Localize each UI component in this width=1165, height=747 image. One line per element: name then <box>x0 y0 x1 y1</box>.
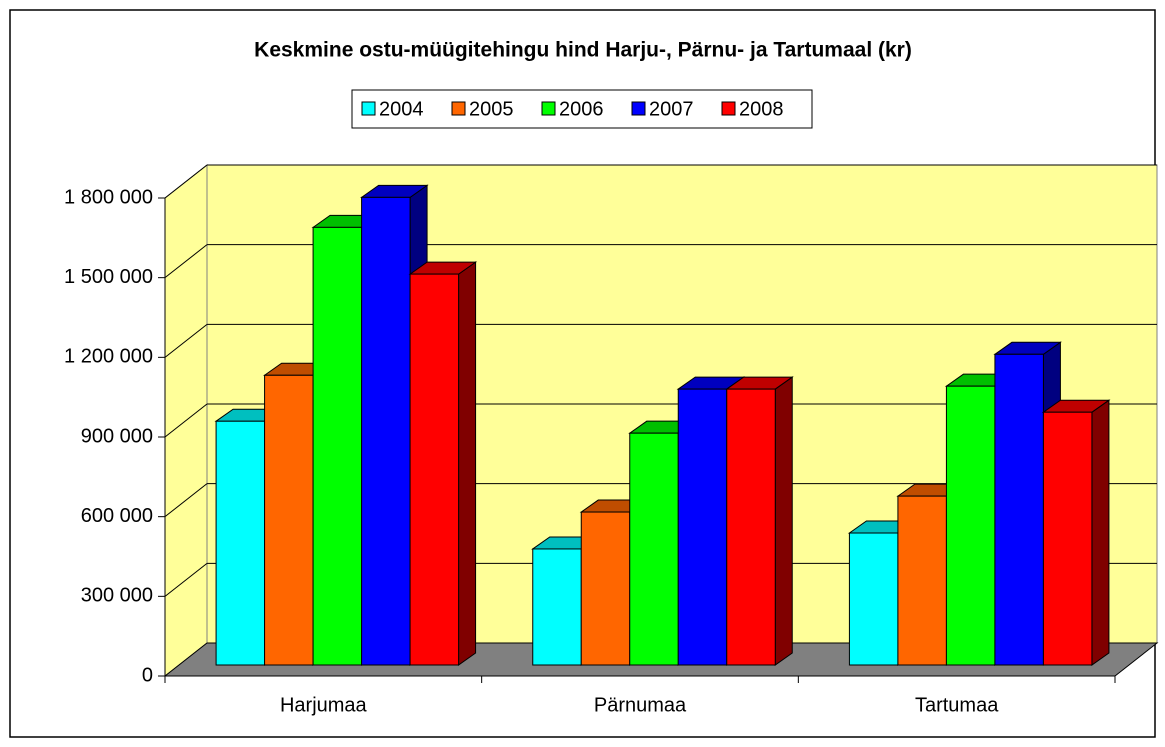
grid-line-side <box>164 403 208 438</box>
grid-line-side <box>164 483 208 518</box>
y-tick-label: 300 000 <box>81 585 153 607</box>
bar <box>994 353 1044 666</box>
legend-swatch <box>721 101 736 116</box>
legend-swatch <box>451 101 466 116</box>
legend-swatch <box>541 101 556 116</box>
bar-side <box>1091 399 1110 666</box>
bar <box>409 273 460 666</box>
bar <box>312 226 363 666</box>
y-tick-label: 1 500 000 <box>64 266 153 288</box>
legend-label: 2007 <box>649 98 694 120</box>
bar <box>1042 411 1093 666</box>
grid-line-side <box>164 164 208 199</box>
bar <box>897 495 947 666</box>
y-tick-label: 900 000 <box>81 425 153 447</box>
legend-label: 2008 <box>739 98 784 120</box>
grid-line-side <box>164 244 208 279</box>
bar <box>532 548 582 666</box>
bar <box>264 374 314 666</box>
bar-side <box>774 376 793 666</box>
bar <box>945 385 996 666</box>
bar <box>677 388 728 666</box>
y-tick-label: 0 <box>142 664 153 686</box>
bar <box>215 420 266 666</box>
y-tick-label: 600 000 <box>81 505 153 527</box>
chart-title: Keskmine ostu-müügitehingu hind Harju-, … <box>254 39 912 62</box>
legend-label: 2004 <box>379 98 424 120</box>
bar <box>580 511 631 666</box>
legend-swatch <box>631 101 646 116</box>
bar <box>361 196 411 666</box>
legend-label: 2006 <box>559 98 604 120</box>
y-tick-label: 1 200 000 <box>64 346 153 368</box>
grid-line-side <box>164 562 208 597</box>
grid-line-side <box>164 323 208 358</box>
legend-label: 2005 <box>469 98 514 120</box>
x-tick-label: Harjumaa <box>280 694 368 716</box>
bar <box>726 388 776 666</box>
legend-swatch <box>361 101 376 116</box>
x-tick-label: Pärnumaa <box>594 694 687 716</box>
x-tick-label: Tartumaa <box>915 694 999 716</box>
bar <box>629 432 679 666</box>
y-tick-label: 1 800 000 <box>64 186 153 208</box>
bar <box>848 532 899 666</box>
bar-side <box>458 261 477 666</box>
